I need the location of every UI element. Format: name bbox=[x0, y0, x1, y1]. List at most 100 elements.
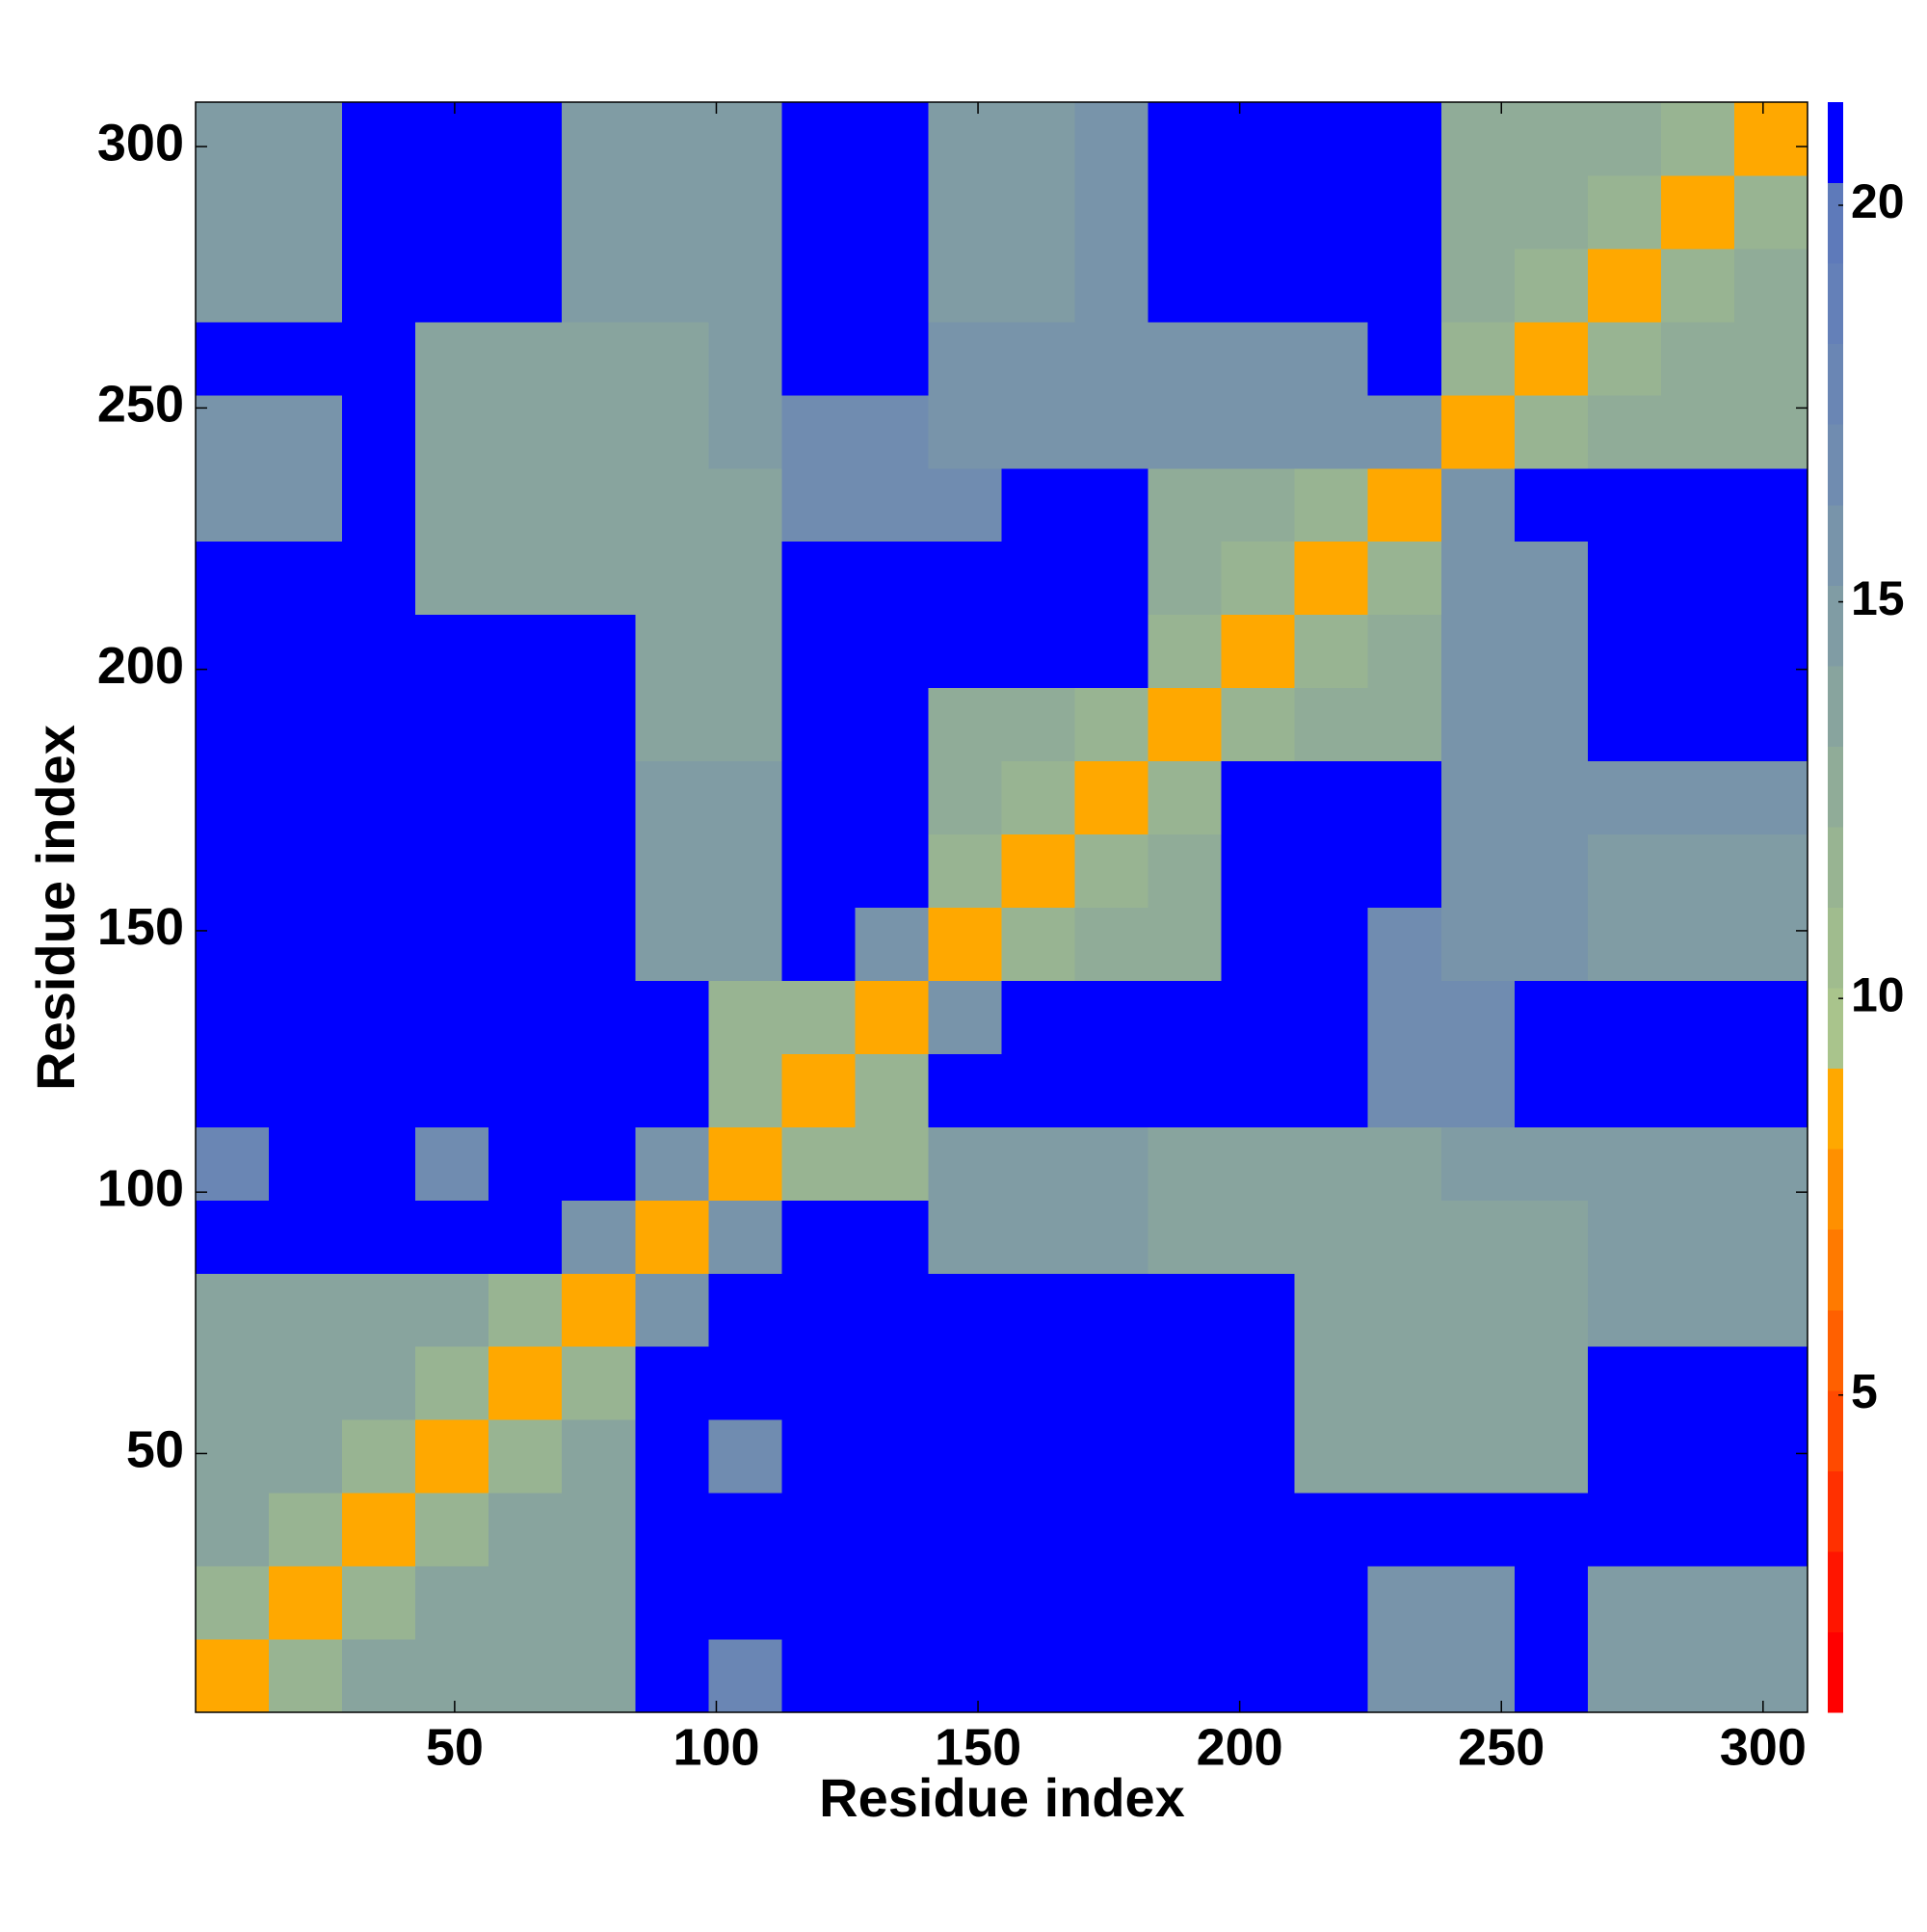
heatmap-cell bbox=[1367, 467, 1442, 543]
colorbar-step bbox=[1828, 1631, 1843, 1713]
heatmap-cell bbox=[488, 174, 563, 250]
heatmap-cell bbox=[781, 614, 856, 689]
heatmap-cell bbox=[781, 321, 856, 396]
heatmap-cell bbox=[1514, 248, 1589, 323]
heatmap-cell bbox=[1587, 1493, 1662, 1567]
heatmap-cell bbox=[1001, 1273, 1076, 1347]
heatmap-cell bbox=[1660, 1053, 1735, 1127]
heatmap-cell bbox=[269, 1053, 343, 1127]
heatmap-cell bbox=[1294, 1200, 1369, 1274]
heatmap-cell bbox=[708, 1200, 782, 1274]
heatmap-cell bbox=[928, 394, 1002, 469]
heatmap-cell bbox=[1514, 541, 1589, 616]
heatmap-cell bbox=[635, 760, 709, 835]
heatmap-cell bbox=[1221, 394, 1296, 469]
heatmap-cell bbox=[928, 1566, 1002, 1640]
heatmap-cell bbox=[196, 1273, 270, 1347]
heatmap-cell bbox=[781, 687, 856, 762]
heatmap-cell bbox=[1514, 907, 1589, 981]
heatmap-cell bbox=[1221, 687, 1296, 762]
heatmap-cell bbox=[1001, 687, 1076, 762]
heatmap-cell bbox=[855, 1346, 929, 1420]
heatmap-cell bbox=[928, 614, 1002, 689]
plot-frame bbox=[195, 101, 1808, 1713]
heatmap-cell bbox=[1148, 541, 1223, 616]
heatmap-cell bbox=[1074, 467, 1149, 543]
heatmap-cell bbox=[1221, 980, 1296, 1054]
heatmap-cell bbox=[196, 1126, 270, 1201]
heatmap-cell bbox=[342, 907, 416, 981]
heatmap-cell bbox=[1440, 1639, 1516, 1713]
heatmap-cell bbox=[269, 687, 343, 762]
heatmap-cell bbox=[1514, 467, 1589, 543]
heatmap-cell bbox=[1440, 1566, 1516, 1640]
colorbar-step bbox=[1828, 1550, 1843, 1632]
heatmap-cell bbox=[1367, 1053, 1442, 1127]
heatmap-cell bbox=[1733, 614, 1808, 689]
heatmap-cell bbox=[1074, 174, 1149, 250]
heatmap-cell bbox=[1660, 394, 1735, 469]
heatmap-cell bbox=[635, 541, 709, 616]
heatmap-cell bbox=[1148, 614, 1223, 689]
heatmap-cell bbox=[488, 834, 563, 908]
heatmap-cell bbox=[1221, 102, 1296, 176]
heatmap-cell bbox=[1440, 248, 1516, 323]
heatmap-cell bbox=[488, 1346, 563, 1420]
heatmap-cell bbox=[1294, 760, 1369, 835]
heatmap-cell bbox=[342, 394, 416, 469]
x-tick-label: 250 bbox=[1458, 1718, 1544, 1776]
heatmap-cell bbox=[855, 1566, 929, 1640]
heatmap-cell bbox=[415, 102, 489, 176]
heatmap-cell bbox=[196, 541, 270, 616]
colorbar-step bbox=[1828, 102, 1843, 184]
heatmap-cell bbox=[488, 541, 563, 616]
heatmap-cell bbox=[1367, 321, 1442, 396]
colorbar-step bbox=[1828, 1068, 1843, 1150]
heatmap-cell bbox=[635, 614, 709, 689]
colorbar-tick-label: 5 bbox=[1851, 1364, 1878, 1418]
heatmap-cell bbox=[196, 394, 270, 469]
heatmap-cell bbox=[1294, 614, 1369, 689]
heatmap-cell bbox=[1148, 174, 1223, 250]
heatmap-cell bbox=[269, 1419, 343, 1494]
heatmap-cell bbox=[1001, 1639, 1076, 1713]
heatmap-cell bbox=[928, 1126, 1002, 1201]
heatmap-cell bbox=[855, 1639, 929, 1713]
heatmap-cell bbox=[269, 321, 343, 396]
heatmap-cell bbox=[1514, 1200, 1589, 1274]
x-tick-label: 200 bbox=[1197, 1718, 1283, 1776]
x-tick-label: 150 bbox=[935, 1718, 1021, 1776]
heatmap-cell bbox=[269, 248, 343, 323]
heatmap-cell bbox=[635, 102, 709, 176]
heatmap-cell bbox=[196, 321, 270, 396]
heatmap-cell bbox=[342, 614, 416, 689]
heatmap-cell bbox=[1221, 834, 1296, 908]
heatmap-cell bbox=[1587, 1346, 1662, 1420]
heatmap-cell bbox=[1660, 1200, 1735, 1274]
heatmap-cell bbox=[269, 1200, 343, 1274]
heatmap-cell bbox=[928, 1346, 1002, 1420]
colorbar-step bbox=[1828, 1389, 1843, 1471]
heatmap-cell bbox=[781, 834, 856, 908]
heatmap-cell bbox=[1733, 1419, 1808, 1494]
heatmap-cell bbox=[855, 541, 929, 616]
heatmap-cell bbox=[1587, 1053, 1662, 1127]
heatmap-cell bbox=[1367, 1200, 1442, 1274]
heatmap-cell bbox=[1148, 1493, 1223, 1567]
heatmap-cell bbox=[1367, 1639, 1442, 1713]
heatmap-cell bbox=[781, 980, 856, 1054]
heatmap-cell bbox=[708, 1639, 782, 1713]
heatmap-cell bbox=[269, 174, 343, 250]
x-axis-title: Residue index bbox=[819, 1767, 1185, 1828]
heatmap-cell bbox=[196, 248, 270, 323]
heatmap-cell bbox=[342, 1566, 416, 1640]
heatmap-cell bbox=[269, 102, 343, 176]
heatmap-cell bbox=[1074, 102, 1149, 176]
heatmap-cell bbox=[415, 467, 489, 543]
heatmap-cell bbox=[1733, 174, 1808, 250]
heatmap-cell bbox=[1001, 980, 1076, 1054]
heatmap-cell bbox=[1587, 1126, 1662, 1201]
heatmap-cell bbox=[928, 321, 1002, 396]
heatmap-cell bbox=[1294, 1419, 1369, 1494]
